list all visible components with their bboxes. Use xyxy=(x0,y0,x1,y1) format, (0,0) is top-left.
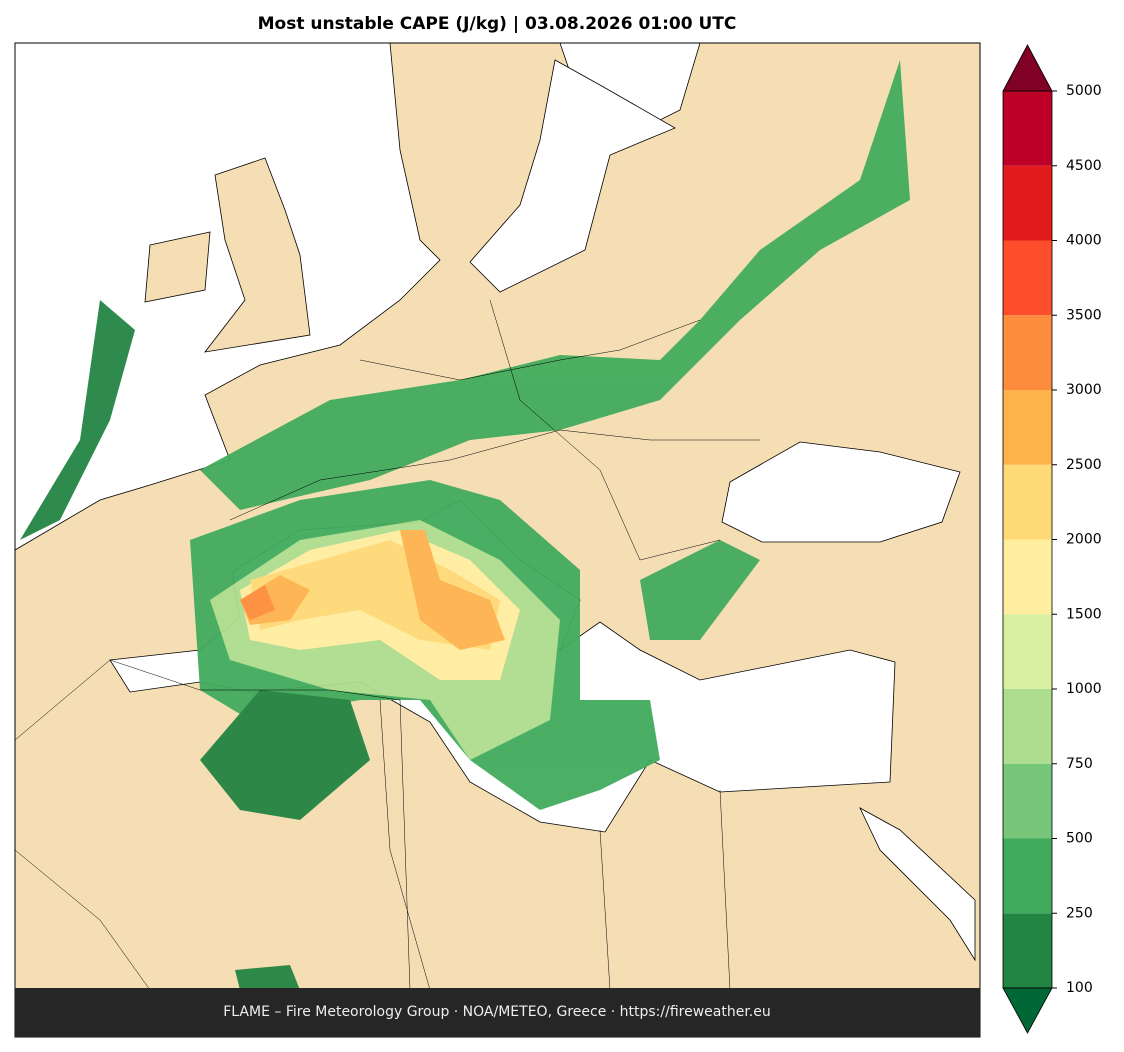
colorbar-segment xyxy=(1003,689,1052,764)
colorbar-tick-label: 3000 xyxy=(1066,382,1102,398)
cape-field xyxy=(20,60,910,990)
colorbar-tick-label: 4000 xyxy=(1066,233,1102,249)
colorbar-under xyxy=(1002,987,1053,1034)
colorbar-tick-label: 5000 xyxy=(1066,83,1102,99)
black-sea xyxy=(721,441,961,543)
colorbar-segment xyxy=(1003,91,1052,166)
colorbar-tick-label: 2500 xyxy=(1066,457,1102,473)
title: Most unstable CAPE (J/kg) | 03.08.2026 0… xyxy=(258,14,737,34)
colorbar-segment xyxy=(1003,614,1052,689)
colorbar-tick-label: 100 xyxy=(1066,980,1093,996)
colorbar-segment xyxy=(1003,240,1052,316)
ireland xyxy=(144,231,211,303)
baltic xyxy=(469,59,676,293)
colorbar-over xyxy=(1002,44,1053,92)
colorbar-segment xyxy=(1003,539,1052,615)
colorbar-tick-label: 250 xyxy=(1066,905,1093,921)
borders xyxy=(15,299,760,991)
colorbar-segment xyxy=(1003,763,1052,839)
great-britain xyxy=(204,157,311,353)
map xyxy=(14,42,981,1038)
colorbar-tick-label: 750 xyxy=(1066,756,1093,772)
colorbar: 100 250 500 750 1000 1500 2000 2500 3000 3500 4000… xyxy=(1002,44,1102,1034)
colorbar-tick-label: 3500 xyxy=(1066,307,1102,323)
colorbar-segment xyxy=(1003,390,1052,465)
footer: FLAME – Fire Meteorology Group · NOA/MET… xyxy=(223,1004,771,1020)
colorbar-segment xyxy=(1003,838,1052,914)
colorbar-tick-label: 4500 xyxy=(1066,158,1102,174)
colorbar-segment xyxy=(1003,165,1052,241)
colorbar-tick-label: 500 xyxy=(1066,831,1093,847)
colorbar-segment xyxy=(1003,464,1052,540)
colorbar-segment xyxy=(1003,315,1052,390)
red-sea xyxy=(859,807,976,962)
colorbar-tick-label: 1500 xyxy=(1066,606,1102,622)
colorbar-tick-label: 1000 xyxy=(1066,681,1102,697)
colorbar-tick-label: 2000 xyxy=(1066,532,1102,548)
atlantic xyxy=(15,43,441,551)
colorbar-segment xyxy=(1003,913,1052,988)
footer-bar xyxy=(15,988,980,1037)
